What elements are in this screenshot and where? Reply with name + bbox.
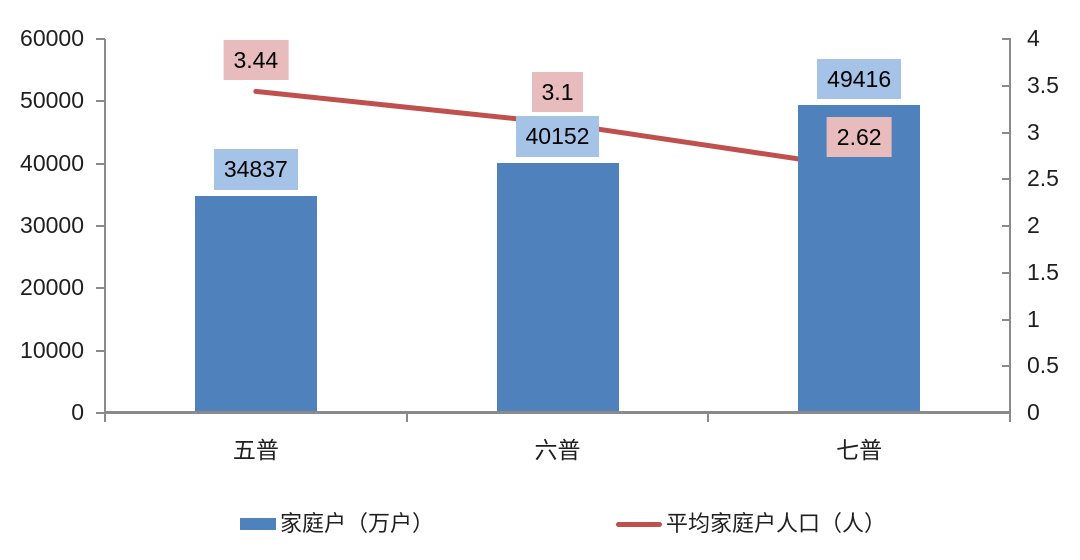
left-axis-line [104, 39, 106, 413]
bar-value-label: 34837 [213, 149, 298, 190]
right-axis-tick [1002, 318, 1011, 321]
left-axis-tick-label: 10000 [20, 336, 84, 363]
left-axis-tick-label: 30000 [20, 212, 84, 238]
right-axis-tick [1002, 178, 1011, 181]
line-value-label: 3.44 [223, 39, 289, 81]
right-axis-tick-label: 3.5 [1027, 71, 1059, 98]
left-axis-tick [96, 38, 105, 40]
left-axis-tick-label: 20000 [20, 274, 84, 301]
x-axis-tick [104, 413, 106, 422]
right-axis-tick-label: 2 [1027, 212, 1040, 238]
left-axis-tick [96, 225, 105, 227]
x-axis-tick [707, 413, 710, 422]
x-axis-label-七普: 七普 [836, 437, 883, 463]
right-axis-tick [1002, 131, 1011, 134]
right-axis-tick-label: 3 [1027, 118, 1040, 145]
right-axis-tick [1002, 38, 1011, 40]
right-axis-tick-label: 4 [1027, 25, 1040, 51]
bar-value-label: 49416 [817, 58, 902, 99]
right-axis-tick [1002, 271, 1011, 274]
right-axis-tick [1002, 412, 1011, 414]
x-axis-tick [1009, 413, 1011, 422]
line-series-swatch-icon [616, 521, 662, 527]
legend-item-line-series[interactable]: 平均家庭户人口（人） [616, 511, 886, 537]
x-axis-tick [405, 413, 408, 422]
left-axis-tick-label: 40000 [20, 149, 84, 176]
bar-五普[interactable] [194, 195, 317, 413]
legend-item-bar-series[interactable]: 家庭户（万户） [240, 511, 434, 537]
x-axis-line [105, 411, 1010, 414]
right-axis-tick [1002, 84, 1011, 87]
bar-value-label: 40152 [515, 116, 600, 157]
right-axis-tick-label: 0 [1027, 399, 1040, 425]
left-axis-tick-label: 60000 [20, 25, 84, 51]
left-axis-tick [96, 162, 105, 165]
left-axis-tick-label: 0 [71, 399, 84, 425]
right-axis-tick-label: 2.5 [1027, 165, 1059, 192]
bar-series-swatch-icon [240, 518, 276, 531]
legend-line-label: 平均家庭户人口（人） [666, 511, 887, 536]
left-axis-tick [96, 287, 105, 290]
x-axis-label-五普: 五普 [232, 437, 279, 463]
left-axis-tick-label: 50000 [20, 87, 84, 114]
line-value-label: 3.1 [531, 71, 584, 113]
line-value-label: 2.62 [826, 116, 892, 158]
right-axis-tick [1002, 365, 1011, 368]
left-axis-tick [96, 412, 105, 414]
right-axis-tick-label: 1 [1027, 305, 1040, 332]
right-axis-tick-label: 0.5 [1027, 352, 1059, 379]
right-axis-tick-label: 1.5 [1027, 258, 1059, 285]
left-axis-tick [96, 100, 105, 103]
x-axis-label-六普: 六普 [534, 437, 581, 463]
right-axis-tick [1002, 225, 1011, 227]
legend-bar-label: 家庭户（万户） [280, 511, 435, 536]
left-axis-tick [96, 349, 105, 352]
bar-六普[interactable] [496, 162, 619, 413]
